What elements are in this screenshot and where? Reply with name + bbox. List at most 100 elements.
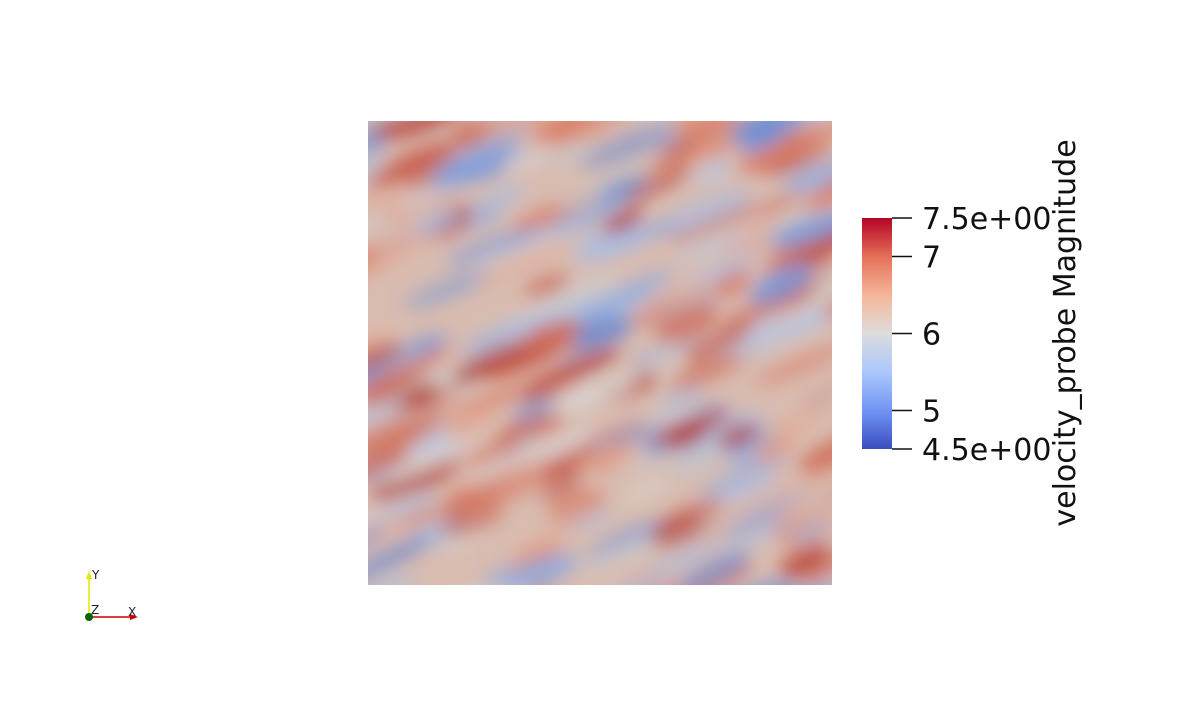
field-patch bbox=[500, 554, 579, 585]
field-patch bbox=[517, 320, 580, 354]
field-patch bbox=[399, 150, 463, 187]
field-patch bbox=[574, 222, 652, 261]
field-patch bbox=[651, 515, 706, 545]
field-patch bbox=[433, 123, 531, 174]
field-patch bbox=[368, 487, 436, 530]
field-patch bbox=[767, 210, 832, 248]
field-patch bbox=[637, 541, 719, 583]
field-patch bbox=[802, 369, 832, 404]
field-patch bbox=[654, 305, 719, 344]
field-patch bbox=[789, 457, 832, 496]
field-patch bbox=[523, 348, 621, 396]
field-patch bbox=[595, 175, 649, 206]
field-patch bbox=[641, 401, 699, 428]
z-axis-label: Z bbox=[91, 603, 99, 617]
field-patch bbox=[677, 550, 750, 585]
field-patch bbox=[766, 411, 821, 440]
field-patch bbox=[627, 279, 730, 323]
field-patch bbox=[755, 192, 801, 217]
field-patch bbox=[779, 544, 832, 579]
field-patch bbox=[813, 289, 832, 320]
field-patch bbox=[799, 128, 832, 154]
field-patch bbox=[530, 121, 627, 146]
field-patch bbox=[566, 510, 615, 531]
field-patch bbox=[524, 273, 571, 298]
field-patch bbox=[484, 183, 525, 210]
field-patch bbox=[451, 462, 552, 517]
field-patch bbox=[447, 380, 549, 417]
field-patch bbox=[576, 269, 673, 324]
velocity-field-plot[interactable] bbox=[368, 121, 832, 585]
field-hotspot bbox=[397, 383, 439, 409]
scalar-bar-tick-label: 7 bbox=[922, 241, 941, 276]
field-patch bbox=[396, 456, 464, 487]
z-axis-dot-icon bbox=[85, 613, 93, 621]
field-patch bbox=[460, 313, 556, 356]
field-patch bbox=[799, 433, 832, 474]
field-patch bbox=[619, 477, 672, 505]
field-patch bbox=[368, 573, 417, 585]
field-patch bbox=[473, 237, 579, 282]
field-patch bbox=[657, 189, 753, 236]
field-patch bbox=[682, 324, 753, 361]
field-patch bbox=[754, 343, 832, 386]
field-patch bbox=[512, 396, 557, 423]
field-patch bbox=[368, 247, 379, 273]
field-patch bbox=[706, 478, 789, 524]
field-patch bbox=[541, 445, 596, 481]
field-patch bbox=[438, 503, 503, 537]
field-hotspot bbox=[602, 208, 644, 234]
scalar-bar-tick-label: 6 bbox=[922, 318, 941, 353]
field-patch bbox=[368, 362, 394, 398]
field-patch bbox=[718, 518, 791, 556]
field-patch bbox=[368, 348, 449, 398]
field-patch bbox=[461, 121, 566, 138]
field-patch bbox=[368, 508, 447, 549]
field-patch bbox=[368, 228, 437, 274]
y-axis-arrow-icon bbox=[86, 571, 92, 579]
field-patch bbox=[558, 345, 602, 363]
field-patch bbox=[368, 393, 413, 446]
field-patch bbox=[540, 274, 621, 310]
field-patch bbox=[368, 343, 404, 369]
field-patch bbox=[656, 388, 704, 411]
field-patch bbox=[588, 421, 666, 454]
scalar-bar-ticks: 7.5e+00 7 6 54.5e+00 bbox=[892, 202, 1051, 468]
field-patch bbox=[521, 427, 595, 466]
field-patch bbox=[372, 121, 465, 140]
field-patch bbox=[798, 548, 832, 583]
field-patch bbox=[749, 263, 815, 305]
field-patch bbox=[741, 121, 785, 143]
field-patch bbox=[724, 429, 780, 463]
field-patch bbox=[368, 448, 417, 487]
field-hotspot bbox=[667, 423, 709, 449]
field-patch bbox=[695, 131, 739, 162]
field-patch bbox=[698, 451, 791, 500]
field-patch bbox=[368, 136, 390, 174]
field-patch bbox=[441, 407, 497, 440]
field-patch bbox=[382, 443, 469, 482]
scalar-bar-tick-label: 4.5e+00 bbox=[922, 433, 1051, 468]
field-patch bbox=[572, 315, 633, 350]
field-patch bbox=[574, 441, 628, 469]
field-patch bbox=[751, 434, 796, 464]
field-patch bbox=[464, 438, 523, 465]
field-patch bbox=[700, 255, 755, 285]
field-patch bbox=[375, 416, 438, 455]
field-patch bbox=[368, 178, 444, 218]
field-patch bbox=[664, 440, 737, 476]
field-patch bbox=[431, 143, 529, 187]
field-patch bbox=[677, 121, 746, 142]
scalar-bar-tick-label: 5 bbox=[922, 395, 941, 430]
field-patch bbox=[803, 163, 832, 211]
x-axis-label: X bbox=[128, 605, 136, 619]
field-patch bbox=[538, 472, 583, 501]
field-patch bbox=[368, 332, 392, 353]
field-patch bbox=[445, 227, 547, 265]
field-patch bbox=[620, 166, 692, 205]
field-patch bbox=[792, 524, 829, 542]
field-patch bbox=[695, 158, 733, 183]
scalar-bar-title: velocity_probe Magnitude bbox=[1048, 139, 1083, 526]
field-patch bbox=[804, 278, 832, 307]
